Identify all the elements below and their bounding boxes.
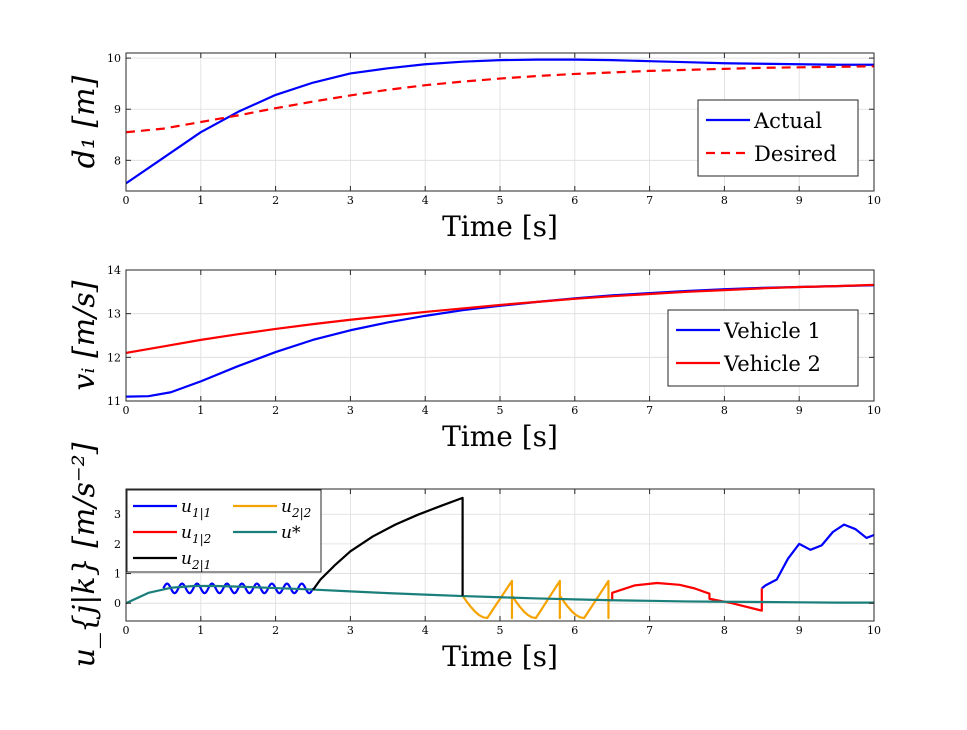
x-axis-label: Time [s] <box>442 640 558 673</box>
series-u-1-1-line <box>162 582 314 595</box>
y-tick-label: 13 <box>107 308 121 321</box>
y-tick-label: 2 <box>114 538 121 551</box>
x-tick-label: 1 <box>197 404 204 417</box>
series-u-2-1-line <box>312 496 464 596</box>
x-tick-label: 7 <box>646 404 653 417</box>
x-tick-label: 9 <box>796 404 803 417</box>
legend-label-base: u <box>181 549 192 569</box>
x-tick-label: 6 <box>571 194 578 207</box>
x-tick-label: 5 <box>497 194 504 207</box>
legend-label: u1|2 <box>181 523 211 546</box>
x-axis-label: Time [s] <box>442 420 558 453</box>
legend-label-base: u <box>281 497 292 517</box>
x-tick-label: 8 <box>721 194 728 207</box>
y-axis-label: u_{j|k} [m/s⁻²] <box>67 442 102 667</box>
x-tick-label: 5 <box>497 404 504 417</box>
x-tick-label: 0 <box>123 194 130 207</box>
legend-label: u1|1 <box>181 497 211 520</box>
x-tick-label: 2 <box>272 194 279 207</box>
x-tick-label: 2 <box>272 404 279 417</box>
x-tick-label: 2 <box>272 624 279 637</box>
y-tick-label: 11 <box>107 395 121 408</box>
x-tick-label: 8 <box>721 624 728 637</box>
series-u--line <box>126 584 874 605</box>
legend-label: Vehicle 2 <box>723 352 821 376</box>
x-tick-label: 10 <box>867 404 881 417</box>
legend-label-subscript: 2|2 <box>291 506 311 520</box>
legend-label-subscript: 1|2 <box>192 532 211 546</box>
plot-data <box>126 58 874 185</box>
y-tick-label: 0 <box>114 597 121 610</box>
legend-label: Actual <box>753 109 822 133</box>
x-tick-label: 5 <box>497 624 504 637</box>
x-axis-label: Time [s] <box>442 210 558 243</box>
legend-label: u2|1 <box>181 549 211 572</box>
series-vehicle-2-line <box>126 283 874 355</box>
legend-label-subscript: 1|1 <box>192 506 211 520</box>
legend-label-subscript: 2|1 <box>191 558 211 572</box>
x-tick-label: 4 <box>422 194 429 207</box>
series-actual-line <box>126 58 874 185</box>
x-tick-label: 1 <box>197 194 204 207</box>
x-tick-label: 10 <box>867 624 881 637</box>
panel-1: 0 1 2 3 4 5 6 7 8 9 10 8 9 10 Time [s] d₁ [m] Actual Desi… <box>67 52 881 243</box>
legend-box <box>697 99 859 177</box>
plot-data <box>126 283 874 398</box>
x-tick-label: 6 <box>571 404 578 417</box>
legend-label: u2|2 <box>281 497 311 520</box>
series-u-2-2-line <box>461 579 613 620</box>
y-tick-label: 8 <box>114 154 121 167</box>
legend: Actual Desired <box>697 99 859 177</box>
x-tick-label: 3 <box>347 404 354 417</box>
x-tick-label: 0 <box>123 404 130 417</box>
series-desired-line <box>126 65 874 134</box>
y-tick-label: 3 <box>114 508 121 521</box>
x-tick-label: 3 <box>347 194 354 207</box>
x-tick-label: 7 <box>646 194 653 207</box>
y-tick-label: 12 <box>107 351 121 364</box>
panel-3: 0 1 2 3 4 5 6 7 8 9 10 0 1 2 3 Time [s] u_{j|k} [m/s⁻²] u… <box>67 442 881 673</box>
x-tick-label: 10 <box>867 194 881 207</box>
x-tick-label: 9 <box>796 194 803 207</box>
x-tick-label: 3 <box>347 624 354 637</box>
legend-box <box>667 309 859 387</box>
legend-label: Vehicle 1 <box>723 319 821 343</box>
x-tick-label: 4 <box>422 624 429 637</box>
x-tick-label: 1 <box>197 624 204 637</box>
legend-label-base: u <box>181 497 192 517</box>
y-tick-label: 9 <box>114 103 121 116</box>
x-tick-label: 7 <box>646 624 653 637</box>
plot-data <box>126 496 874 620</box>
legend-label: u* <box>281 523 301 543</box>
y-tick-label: 10 <box>107 52 121 65</box>
legend: u1|1 u2|2u1|2 u*u2|1 <box>126 489 322 573</box>
series-u-1-1-line <box>761 523 874 590</box>
legend-label: Desired <box>754 142 837 166</box>
y-axis-label: vᵢ [m/s] <box>67 280 102 390</box>
series-u-1-2-line <box>611 581 763 612</box>
x-tick-label: 4 <box>422 404 429 417</box>
legend-label-base: u <box>181 523 192 543</box>
x-tick-label: 0 <box>123 624 130 637</box>
y-tick-label: 14 <box>107 264 121 277</box>
x-tick-label: 6 <box>571 624 578 637</box>
legend: Vehicle 1 Vehicle 2 <box>667 309 859 387</box>
y-tick-label: 1 <box>114 568 121 581</box>
x-tick-label: 9 <box>796 624 803 637</box>
y-axis-label: d₁ [m] <box>67 75 102 168</box>
x-tick-label: 8 <box>721 404 728 417</box>
